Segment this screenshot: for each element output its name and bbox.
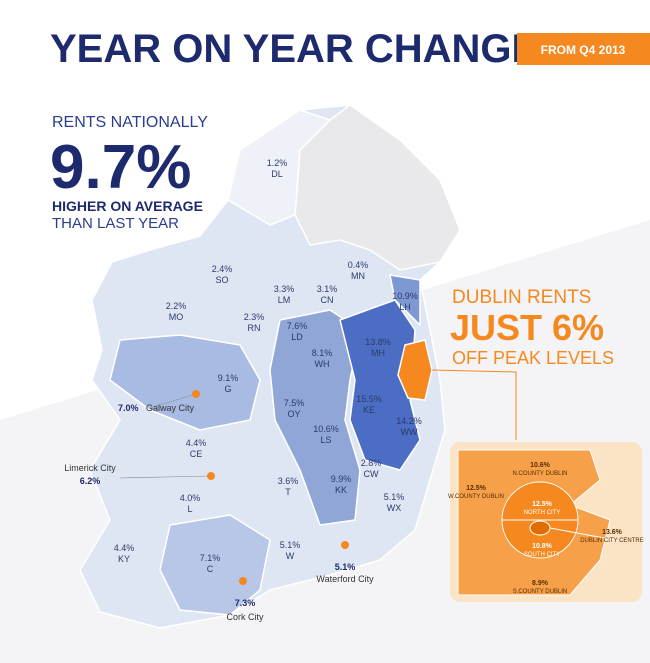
county-value: 2.4% <box>212 264 233 274</box>
county-value: 3.3% <box>274 284 295 294</box>
county-code: G <box>224 384 231 394</box>
county-value: 3.6% <box>278 476 299 486</box>
county-value: 7.1% <box>200 553 221 563</box>
county-value: 10.9% <box>392 291 418 301</box>
county-code: LM <box>278 295 291 305</box>
city-value: 6.2% <box>80 476 101 486</box>
city-pointer <box>119 475 212 479</box>
county-code: WX <box>387 503 402 513</box>
county-code: KE <box>363 405 375 415</box>
city-value: 5.1% <box>335 562 356 572</box>
county-code: CN <box>321 295 334 305</box>
county-value: 0.4% <box>348 260 369 270</box>
county-value: 15.5% <box>356 394 382 404</box>
city-pointer <box>149 393 197 409</box>
city-dot <box>192 390 200 398</box>
dublin-line1: DUBLIN RENTS <box>452 287 591 308</box>
county-code: L <box>187 504 192 514</box>
county-value: 2.8% <box>361 458 382 468</box>
city-name: Waterford City <box>316 574 374 584</box>
city-value: 7.0% <box>118 403 139 413</box>
northern-ireland <box>294 104 461 271</box>
dublin-area-value: 12.5% <box>532 501 553 508</box>
county-value: 5.1% <box>384 492 405 502</box>
louth <box>389 274 421 327</box>
county-code: OY <box>287 409 300 419</box>
dublin-area-value: 10.8% <box>532 543 553 550</box>
county-value: 3.1% <box>317 284 338 294</box>
dublin-area-value: 8.9% <box>532 580 549 587</box>
county-value: 7.6% <box>287 321 308 331</box>
county-value: 1.2% <box>267 158 288 168</box>
badge-bg <box>517 33 650 65</box>
county-value: 5.1% <box>280 540 301 550</box>
city-name: Cork City <box>226 612 264 622</box>
county-code: T <box>285 487 291 497</box>
dublin-area-name: NORTH CITY <box>524 510 561 516</box>
east-core <box>339 299 421 471</box>
county-code: LD <box>291 332 303 342</box>
county-value: 4.4% <box>114 543 135 553</box>
county-value: 9.9% <box>331 474 352 484</box>
dublin-area-value: 10.6% <box>530 462 551 469</box>
dublin-line2: JUST 6% <box>450 307 604 348</box>
county-value: 2.2% <box>166 301 187 311</box>
dublin-area-value: 13.6% <box>602 529 623 536</box>
county-value: 4.0% <box>180 493 201 503</box>
county-code: W <box>286 551 295 561</box>
county-code: CE <box>190 449 203 459</box>
dublin-area-name: N.COUNTY DUBLIN <box>513 471 568 477</box>
dublin-area-name: DUBLIN CITY CENTRE <box>580 538 644 544</box>
dublin-county <box>397 339 433 401</box>
title: YEAR ON YEAR CHANGE <box>50 27 538 71</box>
county-code: C <box>207 564 214 574</box>
county-code: WH <box>315 359 330 369</box>
dublin-area-name: W.COUNTY DUBLIN <box>448 494 504 500</box>
county-value: 9.1% <box>218 373 239 383</box>
county-code: KK <box>335 485 347 495</box>
county-code: MO <box>169 312 184 322</box>
inset-pointer <box>549 527 616 541</box>
county-code: RN <box>248 323 261 333</box>
county-code: CW <box>364 469 379 479</box>
dublin-inset-centre <box>529 520 551 536</box>
county-value: 4.4% <box>186 438 207 448</box>
county-code: LS <box>320 435 331 445</box>
city-name: Limerick City <box>64 463 116 473</box>
county-code: LH <box>399 302 411 312</box>
national-value: 9.7% <box>50 133 191 202</box>
county-code: WW <box>401 427 418 437</box>
county-code: KY <box>118 554 130 564</box>
south <box>159 514 271 616</box>
county-value: 10.6% <box>313 424 339 434</box>
county-value: 8.1% <box>312 348 333 358</box>
dublin-area-name: S.COUNTY DUBLIN <box>513 589 568 595</box>
county-value: 14.2% <box>396 416 422 426</box>
county-code: DL <box>271 169 283 179</box>
county-code: SO <box>215 275 228 285</box>
donegal <box>227 109 332 226</box>
dublin-area-value: 12.5% <box>466 485 487 492</box>
city-dot <box>239 577 247 585</box>
city-dot <box>341 541 349 549</box>
callout-line <box>431 369 517 440</box>
city-name: Galway City <box>146 403 195 413</box>
county-value: 7.5% <box>284 398 305 408</box>
dublin-line3: OFF PEAK LEVELS <box>452 348 614 368</box>
national-line3: THAN LAST YEAR <box>52 215 179 232</box>
dublin-area-name: SOUTH CITY <box>524 552 560 558</box>
city-value: 7.3% <box>235 598 256 608</box>
west-mid <box>109 334 261 431</box>
national-line2: HIGHER ON AVERAGE <box>52 198 203 214</box>
county-code: MN <box>351 271 365 281</box>
national-line1: RENTS NATIONALLY <box>52 114 208 131</box>
badge: FROM Q4 2013 <box>541 43 626 57</box>
county-value: 2.3% <box>244 312 265 322</box>
county-code: MH <box>371 348 385 358</box>
city-dot <box>207 472 215 480</box>
county-value: 13.8% <box>365 337 391 347</box>
